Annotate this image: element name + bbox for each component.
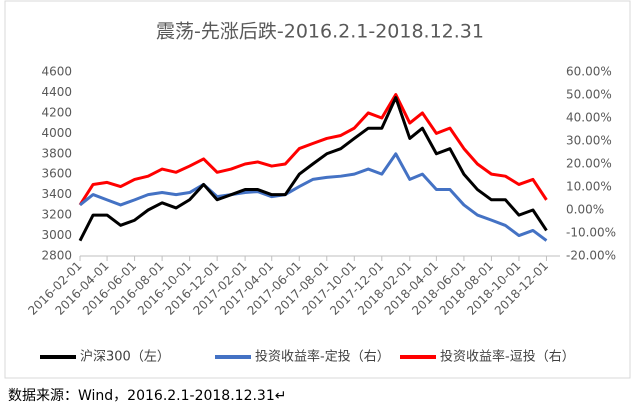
y-tick-label: 4000 xyxy=(41,126,72,140)
y-tick-label: 3800 xyxy=(41,146,72,160)
y2-tick-label: 10.00% xyxy=(566,180,612,194)
series-line xyxy=(78,93,548,206)
y2-tick-label: -10.00% xyxy=(566,226,616,240)
y-tick-label: 4600 xyxy=(41,65,72,79)
y-tick-label: 2800 xyxy=(41,249,72,263)
y2-tick-label: 0.00% xyxy=(566,203,604,217)
chart-frame xyxy=(4,0,631,379)
y-tick-label: 4200 xyxy=(41,105,72,119)
y-tick-label: 3000 xyxy=(41,228,72,242)
y-tick-label: 3200 xyxy=(41,208,72,222)
legend-label: 投资收益率-逗投（右） xyxy=(440,349,575,365)
legend-label: 沪深300（左） xyxy=(80,349,170,365)
legend-label: 投资收益率-定投（右） xyxy=(255,349,390,365)
y2-tick-label: 60.00% xyxy=(566,65,612,79)
y-tick-label: 4400 xyxy=(41,85,72,99)
y2-tick-label: 50.00% xyxy=(566,88,612,102)
y-tick-label: 3600 xyxy=(41,167,72,181)
y2-tick-label: 30.00% xyxy=(566,134,612,148)
y-tick-label: 3400 xyxy=(41,187,72,201)
series-line xyxy=(78,96,548,242)
y2-tick-label: 20.00% xyxy=(566,157,612,171)
chart-title: 震荡-先涨后跌-2016.2.1-2018.12.31 xyxy=(156,21,484,43)
series-line xyxy=(79,152,548,242)
y2-tick-label: 40.00% xyxy=(566,111,612,125)
source-note: 数据来源：Wind，2016.2.1-2018.12.31↵ xyxy=(8,388,286,404)
y2-tick-label: -20.00% xyxy=(566,249,616,263)
